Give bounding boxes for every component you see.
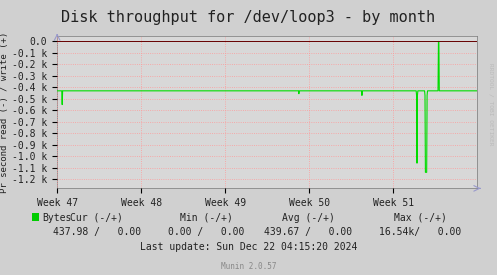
Text: Bytes: Bytes: [42, 213, 72, 223]
Text: 439.67 /   0.00: 439.67 / 0.00: [264, 227, 352, 237]
Text: 437.98 /   0.00: 437.98 / 0.00: [53, 227, 141, 237]
Text: Avg (-/+): Avg (-/+): [282, 213, 334, 223]
Text: Min (-/+): Min (-/+): [180, 213, 233, 223]
Text: 16.54k/   0.00: 16.54k/ 0.00: [379, 227, 461, 237]
Text: Disk throughput for /dev/loop3 - by month: Disk throughput for /dev/loop3 - by mont…: [62, 10, 435, 25]
Text: Cur (-/+): Cur (-/+): [71, 213, 123, 223]
Text: RRDTOOL / TOBI OETIKER: RRDTOOL / TOBI OETIKER: [489, 63, 494, 146]
Text: Munin 2.0.57: Munin 2.0.57: [221, 262, 276, 271]
Y-axis label: Pr second read (-) / write (+): Pr second read (-) / write (+): [0, 31, 9, 193]
Text: Last update: Sun Dec 22 04:15:20 2024: Last update: Sun Dec 22 04:15:20 2024: [140, 243, 357, 252]
Text: 0.00 /   0.00: 0.00 / 0.00: [168, 227, 245, 237]
Text: Max (-/+): Max (-/+): [394, 213, 446, 223]
